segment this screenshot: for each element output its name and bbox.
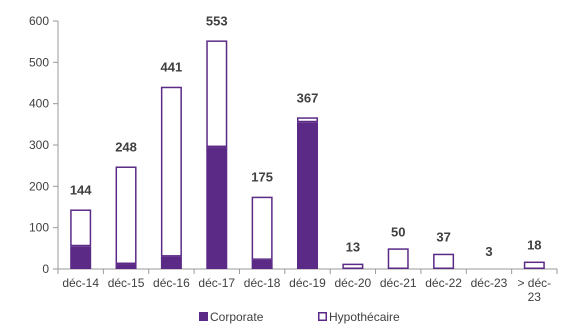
- legend-label-corporate: Corporate: [210, 310, 264, 324]
- y-tick-label: 200: [29, 179, 49, 193]
- total-labels: 144 248 441 553 175 367 13 50 37 3 18: [70, 13, 542, 258]
- bar-total-label: 50: [391, 224, 405, 239]
- bar-hypothecaire: [433, 253, 455, 269]
- x-tick-label: déc-14: [62, 276, 99, 290]
- bar-total-label: 37: [436, 230, 450, 245]
- bar-corporate: [115, 264, 137, 269]
- bar-corporate: [160, 256, 182, 269]
- bar-hypothecaire: [160, 86, 182, 257]
- x-tick-label: déc-19: [289, 276, 326, 290]
- bar-total-label: 18: [527, 238, 541, 253]
- y-tick-label: 0: [42, 262, 49, 276]
- x-tick-label: déc-21: [380, 276, 417, 290]
- bar-total-label: 13: [346, 240, 360, 255]
- y-tick-label: 300: [29, 138, 49, 152]
- x-tick-label: déc-16: [153, 276, 190, 290]
- bar-corporate: [70, 246, 92, 269]
- bar-corporate: [297, 122, 318, 270]
- x-tick-label: déc-18: [244, 276, 281, 290]
- bar-hypothecaire: [523, 261, 545, 269]
- y-tick-label: 400: [29, 97, 49, 111]
- bar-hypothecaire: [387, 248, 409, 269]
- bar-hypothecaire: [70, 209, 92, 247]
- x-tick-label: déc-23: [471, 276, 508, 290]
- y-tick-label: 100: [29, 221, 49, 235]
- bar-hypothecaire: [251, 196, 273, 260]
- bar-total-label: 144: [70, 182, 92, 197]
- x-axis: déc-14 déc-15 déc-16 déc-17 déc-18 déc-19 déc-…: [57, 268, 558, 304]
- bar-hypothecaire: [206, 40, 228, 148]
- bar-total-label: 248: [115, 139, 137, 154]
- bar-corporate: [206, 147, 228, 269]
- legend-swatch-corporate: [199, 312, 208, 321]
- y-tick-label: 500: [29, 55, 49, 69]
- legend-label-hypothecaire: Hypothécaire: [329, 310, 400, 324]
- x-tick-label: déc-22: [425, 276, 462, 290]
- bars: [70, 40, 545, 270]
- bar-corporate: [251, 259, 273, 269]
- bar-total-label: 553: [206, 13, 228, 28]
- bar-hypothecaire: [342, 263, 364, 270]
- bar-hypothecaire: [115, 166, 137, 265]
- x-tick-label: déc-15: [108, 276, 145, 290]
- bar-total-label: 441: [161, 60, 183, 75]
- legend: Corporate Hypothécaire: [199, 310, 400, 324]
- bar-hypothecaire: [297, 117, 318, 123]
- x-tick-label: déc-20: [335, 276, 372, 290]
- bar-total-label: 3: [485, 244, 492, 259]
- x-tick-label: déc-17: [198, 276, 235, 290]
- y-tick-label: 600: [29, 14, 49, 28]
- y-axis: 0 100 200 300 400 500 600: [29, 14, 59, 276]
- bar-total-label: 367: [297, 90, 319, 105]
- x-tick-label: > déc-23: [517, 276, 551, 304]
- legend-swatch-hypothecaire: [318, 312, 327, 321]
- bar-total-label: 175: [251, 170, 273, 185]
